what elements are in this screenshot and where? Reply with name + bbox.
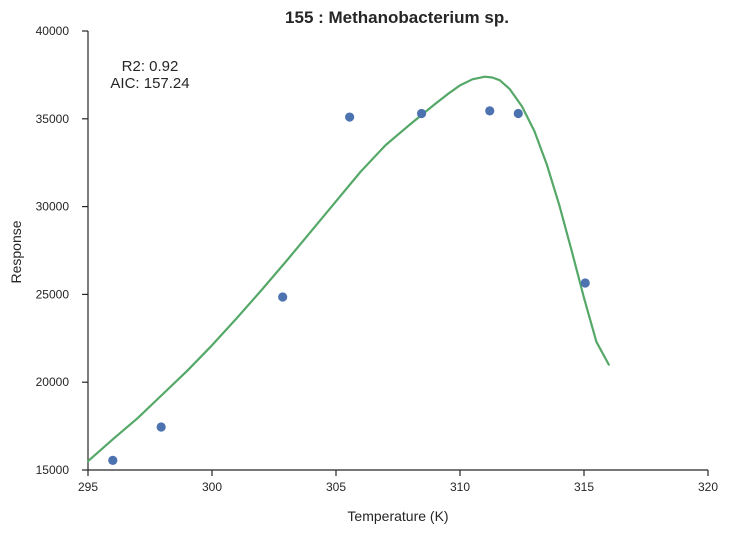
axes (87, 31, 708, 471)
data-point (156, 422, 166, 432)
y-axis-title: Response (8, 220, 24, 283)
y-tick-label: 15000 (36, 463, 70, 477)
fit-curve (86, 75, 610, 463)
y-tick-label: 40000 (36, 24, 70, 38)
series-layer (86, 75, 610, 465)
y-ticks: 15000 20000 25000 30000 35000 40000 (36, 24, 88, 477)
y-tick-label: 20000 (36, 375, 70, 389)
data-point (416, 108, 427, 119)
y-tick-label: 35000 (36, 112, 70, 126)
data-point (278, 292, 288, 302)
x-tick-label: 320 (698, 480, 718, 494)
data-point (345, 112, 355, 122)
r2-annotation: R2: 0.92 (122, 58, 179, 75)
x-tick-label: 295 (78, 480, 98, 494)
chart-title: 155 : Methanobacterium sp. (285, 8, 509, 27)
aic-annotation: AIC: 157.24 (110, 75, 189, 92)
x-tick-label: 310 (450, 480, 470, 494)
y-tick-label: 30000 (36, 200, 70, 214)
data-point (580, 278, 590, 288)
x-tick-label: 315 (574, 480, 594, 494)
data-point (485, 106, 495, 116)
x-tick-label: 300 (202, 480, 222, 494)
x-ticks: 295 300 305 310 315 320 (78, 470, 718, 494)
x-axis-title: Temperature (K) (347, 508, 448, 524)
y-tick-label: 25000 (36, 287, 70, 301)
x-tick-label: 305 (326, 480, 346, 494)
data-point (513, 108, 523, 119)
data-point (108, 455, 118, 465)
